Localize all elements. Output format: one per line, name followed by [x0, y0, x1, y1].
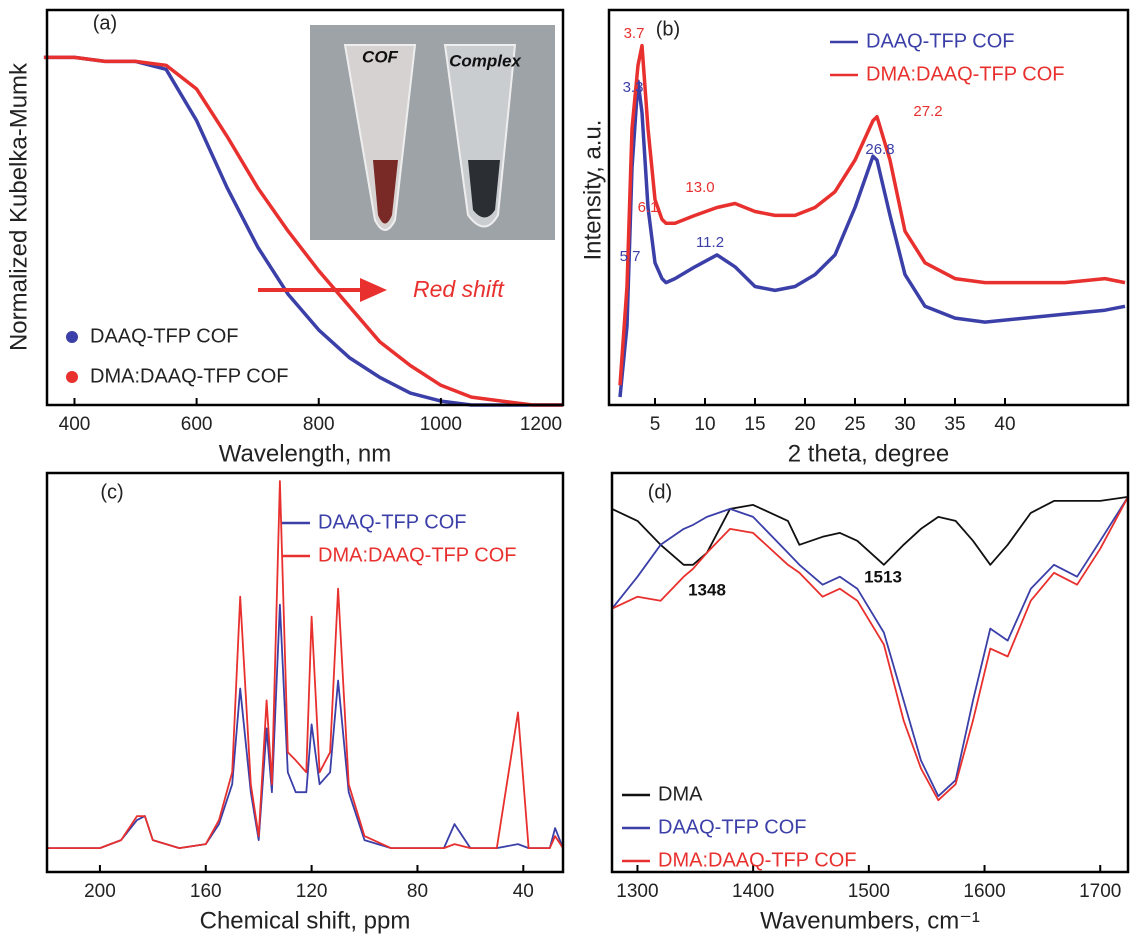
data-line — [618, 43, 1126, 386]
legend-label: DAAQ-TFP COF — [658, 816, 807, 838]
x-tick-label: 20 — [794, 414, 815, 435]
y-axis-label: Intensity, a.u. — [579, 120, 606, 261]
tube-content — [468, 160, 500, 218]
data-line — [611, 496, 1129, 798]
inset-label: COF — [362, 47, 399, 66]
legend-label: DAAQ-TFP COF — [866, 30, 1015, 52]
plot-frame — [45, 8, 565, 407]
tube — [343, 44, 417, 231]
plot-frame — [607, 8, 1130, 407]
data-line — [43, 55, 563, 407]
data-line — [611, 496, 1129, 802]
plot-frame — [45, 471, 565, 874]
x-tick-label: 15 — [744, 414, 765, 435]
panel-label: (b) — [656, 18, 680, 40]
legend-label: DMA — [658, 783, 703, 805]
tube-content — [373, 160, 398, 224]
x-tick-label: 1000 — [420, 414, 462, 435]
peak-label: 5.7 — [620, 248, 641, 265]
x-tick-label: 25 — [844, 414, 865, 435]
x-tick-label: 30 — [894, 414, 915, 435]
data-line — [47, 480, 564, 849]
x-tick-label: 1600 — [963, 881, 1005, 902]
x-tick-label: 160 — [190, 881, 222, 902]
legend-label: DAAQ-TFP COF — [318, 511, 467, 533]
peak-label: 3.3 — [623, 79, 644, 96]
annotation: Red shift — [413, 276, 505, 302]
x-tick-label: 200 — [84, 881, 116, 902]
panel-label: (a) — [93, 12, 117, 34]
plot-frame — [610, 471, 1130, 874]
x-tick-label: 1500 — [848, 881, 890, 902]
arrow-head — [360, 278, 387, 302]
x-tick-label: 1400 — [732, 881, 774, 902]
data-line — [47, 603, 564, 849]
panel-label: (c) — [100, 481, 123, 503]
x-axis-label: Chemical shift, ppm — [200, 907, 411, 934]
x-axis-label: Wavelength, nm — [219, 440, 392, 467]
x-tick-label: 1700 — [1079, 881, 1121, 902]
legend-label: DAAQ-TFP COF — [90, 325, 239, 347]
legend-label: DMA:DAAQ-TFP COF — [866, 63, 1065, 85]
peak-label: 3.7 — [624, 25, 645, 42]
peak-label: 11.2 — [696, 234, 724, 251]
peak-label: 1348 — [688, 580, 726, 599]
x-tick-label: 35 — [944, 414, 965, 435]
x-tick-label: 1300 — [616, 881, 658, 902]
legend-marker — [66, 371, 78, 383]
peak-label: 1513 — [864, 567, 902, 586]
x-axis-label: Wavenumbers, cm⁻¹ — [760, 907, 980, 934]
x-tick-label: 40 — [513, 881, 534, 902]
x-tick-label: 120 — [296, 881, 328, 902]
data-line — [618, 79, 1126, 398]
y-axis-label: Normalized Kubelka-Mumk — [5, 62, 32, 351]
data-line — [611, 496, 1129, 566]
peak-label: 27.2 — [913, 103, 942, 120]
peak-label: 13.0 — [685, 179, 714, 196]
legend-label: DMA:DAAQ-TFP COF — [658, 849, 857, 871]
peak-label: 6.1 — [638, 199, 659, 216]
x-tick-label: 40 — [994, 414, 1015, 435]
panel-label: (d) — [648, 481, 672, 503]
x-tick-label: 600 — [181, 414, 213, 435]
legend-marker — [66, 331, 78, 343]
x-axis-label: 2 theta, degree — [788, 440, 949, 467]
legend-label: DMA:DAAQ-TFP COF — [90, 365, 289, 387]
inset-label: Complex — [449, 51, 522, 70]
legend-label: DMA:DAAQ-TFP COF — [318, 544, 517, 566]
x-tick-label: 400 — [59, 414, 91, 435]
x-tick-label: 5 — [650, 414, 661, 435]
x-tick-label: 10 — [694, 414, 715, 435]
x-tick-label: 80 — [407, 881, 428, 902]
x-tick-label: 1200 — [520, 414, 562, 435]
peak-label: 26.8 — [865, 141, 894, 158]
x-tick-label: 800 — [303, 414, 335, 435]
